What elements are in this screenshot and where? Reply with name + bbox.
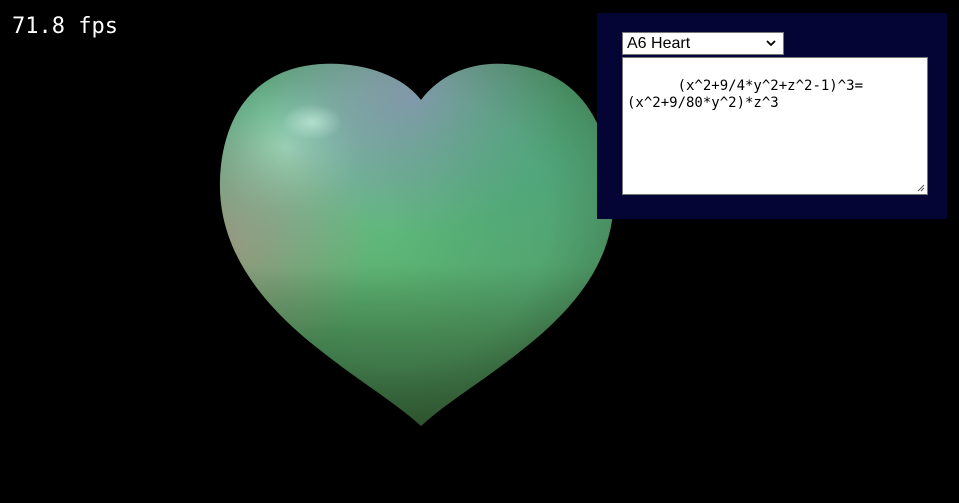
resize-handle-icon[interactable] xyxy=(915,182,925,192)
equation-control-panel: A6 Heart (x^2+9/4*y^2+z^2-1)^3= (x^2+9/8… xyxy=(597,13,947,219)
equation-text: (x^2+9/4*y^2+z^2-1)^3= (x^2+9/80*y^2)*z^… xyxy=(627,78,864,111)
chevron-down-icon xyxy=(766,40,776,47)
fps-counter: 71.8 fps xyxy=(12,14,118,39)
preset-select[interactable]: A6 Heart xyxy=(622,32,784,55)
preset-select-value: A6 Heart xyxy=(627,35,691,52)
equation-input[interactable]: (x^2+9/4*y^2+z^2-1)^3= (x^2+9/80*y^2)*z^… xyxy=(622,57,928,195)
